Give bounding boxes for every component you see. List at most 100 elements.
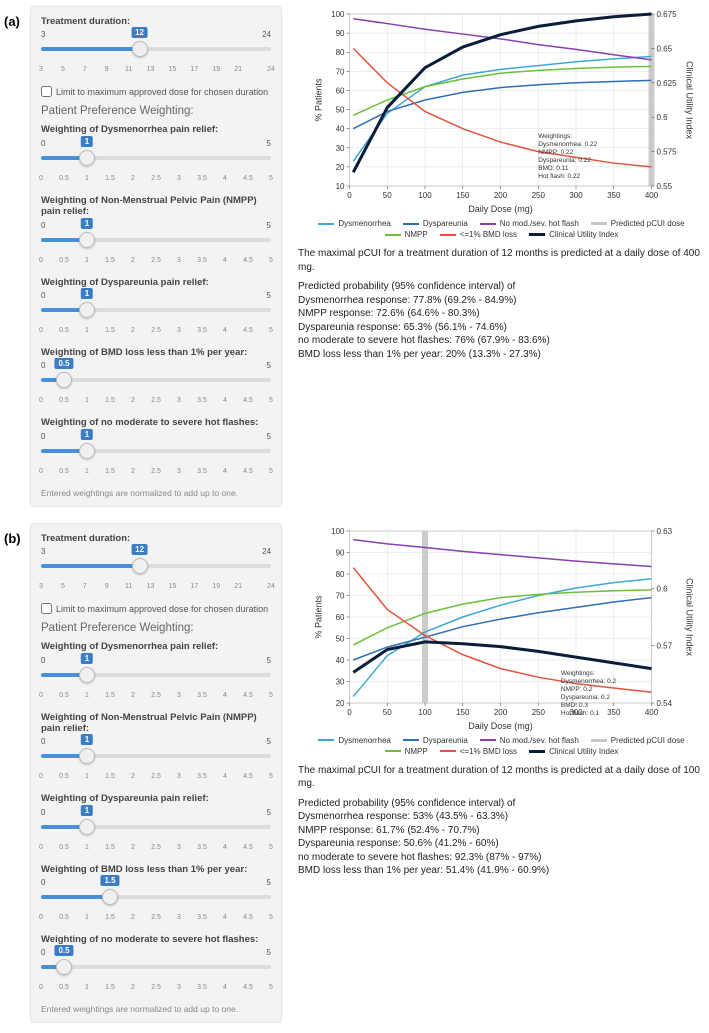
controls-panel: Treatment duration: 324 12 3579111315171… [30, 523, 282, 1024]
footnote: Entered weightings are normalized to add… [41, 1004, 271, 1014]
slider[interactable]: 1 [41, 442, 271, 466]
svg-text:0.625: 0.625 [657, 79, 678, 88]
svg-text:150: 150 [456, 191, 470, 200]
slider-label: Weighting of Dyspareunia pain relief: [41, 277, 271, 288]
controls-panel: Treatment duration: 324 12 3579111315171… [30, 6, 282, 507]
svg-text:250: 250 [532, 708, 546, 717]
svg-text:400: 400 [645, 708, 659, 717]
svg-text:0.55: 0.55 [657, 182, 673, 191]
svg-text:NMPP: 0.2: NMPP: 0.2 [561, 686, 593, 693]
svg-text:200: 200 [494, 708, 508, 717]
svg-text:Dysmenorrhea: 0.22: Dysmenorrhea: 0.22 [538, 141, 597, 148]
svg-text:BMD: 0.3: BMD: 0.3 [561, 702, 588, 709]
svg-text:60: 60 [336, 613, 345, 622]
svg-text:50: 50 [336, 106, 345, 115]
svg-text:40: 40 [336, 656, 345, 665]
slider[interactable]: 1 [41, 149, 271, 173]
svg-text:% Patients: % Patients [314, 78, 324, 122]
slider-label: Weighting of no moderate to severe hot f… [41, 417, 271, 428]
section-title: Patient Preference Weighting: [41, 622, 271, 634]
svg-text:50: 50 [336, 634, 345, 643]
limit-dose-checkbox[interactable]: Limit to maximum approved dose for chose… [41, 603, 271, 614]
slider[interactable]: 0.5 [41, 958, 271, 982]
slider[interactable]: 0.5 [41, 371, 271, 395]
svg-text:Hot flash: 0.1: Hot flash: 0.1 [561, 710, 600, 717]
svg-text:Clinical Utility Index: Clinical Utility Index [685, 61, 695, 140]
footnote: Entered weightings are normalized to add… [41, 488, 271, 498]
slider-label: Weighting of no moderate to severe hot f… [41, 934, 271, 945]
svg-text:Daily Dose (mg): Daily Dose (mg) [468, 204, 533, 214]
slider[interactable]: 1 [41, 818, 271, 842]
svg-text:80: 80 [336, 48, 345, 57]
slider[interactable]: 12 [41, 557, 271, 581]
svg-text:0.57: 0.57 [657, 641, 673, 650]
svg-text:150: 150 [456, 708, 470, 717]
svg-text:100: 100 [331, 527, 345, 536]
svg-text:350: 350 [607, 708, 621, 717]
svg-text:NMPP: 0.22: NMPP: 0.22 [538, 149, 573, 156]
svg-text:300: 300 [569, 191, 583, 200]
svg-text:400: 400 [645, 191, 659, 200]
panel-label: (a) [4, 6, 30, 29]
slider[interactable]: 1 [41, 666, 271, 690]
dose-response-chart: 0501001502002503003504001020304050607080… [298, 6, 705, 216]
svg-text:Dyspareunia: 0.22: Dyspareunia: 0.22 [538, 157, 591, 164]
summary-text: The maximal pCUI for a treatment duratio… [298, 764, 705, 884]
svg-text:40: 40 [336, 125, 345, 134]
slider[interactable]: 1.5 [41, 888, 271, 912]
svg-text:100: 100 [331, 10, 345, 19]
slider[interactable]: 1 [41, 231, 271, 255]
slider-label: Weighting of BMD loss less than 1% per y… [41, 864, 271, 875]
svg-text:0.63: 0.63 [657, 527, 673, 536]
svg-text:0.575: 0.575 [657, 148, 678, 157]
svg-text:0: 0 [347, 708, 352, 717]
dose-response-chart: 0501001502002503003504002030405060708090… [298, 523, 705, 733]
slider[interactable]: 1 [41, 747, 271, 771]
svg-text:100: 100 [418, 191, 432, 200]
svg-text:20: 20 [336, 699, 345, 708]
svg-text:0.54: 0.54 [657, 699, 673, 708]
svg-text:200: 200 [494, 191, 508, 200]
svg-text:Clinical Utility Index: Clinical Utility Index [685, 578, 695, 657]
slider-label: Weighting of Dyspareunia pain relief: [41, 793, 271, 804]
svg-text:90: 90 [336, 29, 345, 38]
svg-text:100: 100 [418, 708, 432, 717]
chart-legend: DysmenorrheaDyspareuniaNo mod./sev. hot … [298, 219, 705, 239]
svg-text:Dysmenorrhea: 0.2: Dysmenorrhea: 0.2 [561, 678, 617, 685]
summary-text: The maximal pCUI for a treatment duratio… [298, 247, 705, 367]
svg-text:30: 30 [336, 677, 345, 686]
svg-text:10: 10 [336, 182, 345, 191]
svg-text:0.675: 0.675 [657, 10, 678, 19]
section-title: Patient Preference Weighting: [41, 105, 271, 117]
svg-text:Hot flash: 0.22: Hot flash: 0.22 [538, 173, 580, 180]
panel-label: (b) [4, 523, 30, 546]
svg-text:0.65: 0.65 [657, 44, 673, 53]
svg-text:0: 0 [347, 191, 352, 200]
svg-text:Dyspareunia: 0.2: Dyspareunia: 0.2 [561, 694, 611, 701]
svg-text:70: 70 [336, 591, 345, 600]
svg-text:50: 50 [383, 191, 392, 200]
svg-text:Daily Dose (mg): Daily Dose (mg) [468, 721, 533, 731]
slider[interactable]: 12 [41, 40, 271, 64]
svg-text:30: 30 [336, 144, 345, 153]
svg-text:350: 350 [607, 191, 621, 200]
svg-text:BMD: 0.11: BMD: 0.11 [538, 165, 569, 172]
limit-dose-checkbox[interactable]: Limit to maximum approved dose for chose… [41, 86, 271, 97]
svg-text:90: 90 [336, 548, 345, 557]
svg-text:80: 80 [336, 570, 345, 579]
svg-text:60: 60 [336, 86, 345, 95]
chart-legend: DysmenorrheaDyspareuniaNo mod./sev. hot … [298, 736, 705, 756]
slider-label: Weighting of Non-Menstrual Pelvic Pain (… [41, 712, 271, 735]
slider-label: Weighting of Dysmenorrhea pain relief: [41, 641, 271, 652]
slider-label: Weighting of Dysmenorrhea pain relief: [41, 124, 271, 135]
slider-label: Treatment duration: [41, 533, 271, 544]
slider[interactable]: 1 [41, 301, 271, 325]
svg-text:0.6: 0.6 [657, 113, 669, 122]
svg-text:0.6: 0.6 [657, 584, 669, 593]
slider-label: Treatment duration: [41, 16, 271, 27]
svg-text:Weightings:: Weightings: [538, 133, 572, 140]
svg-text:70: 70 [336, 67, 345, 76]
svg-text:Weightings:: Weightings: [561, 670, 595, 677]
svg-text:50: 50 [383, 708, 392, 717]
svg-text:250: 250 [532, 191, 546, 200]
